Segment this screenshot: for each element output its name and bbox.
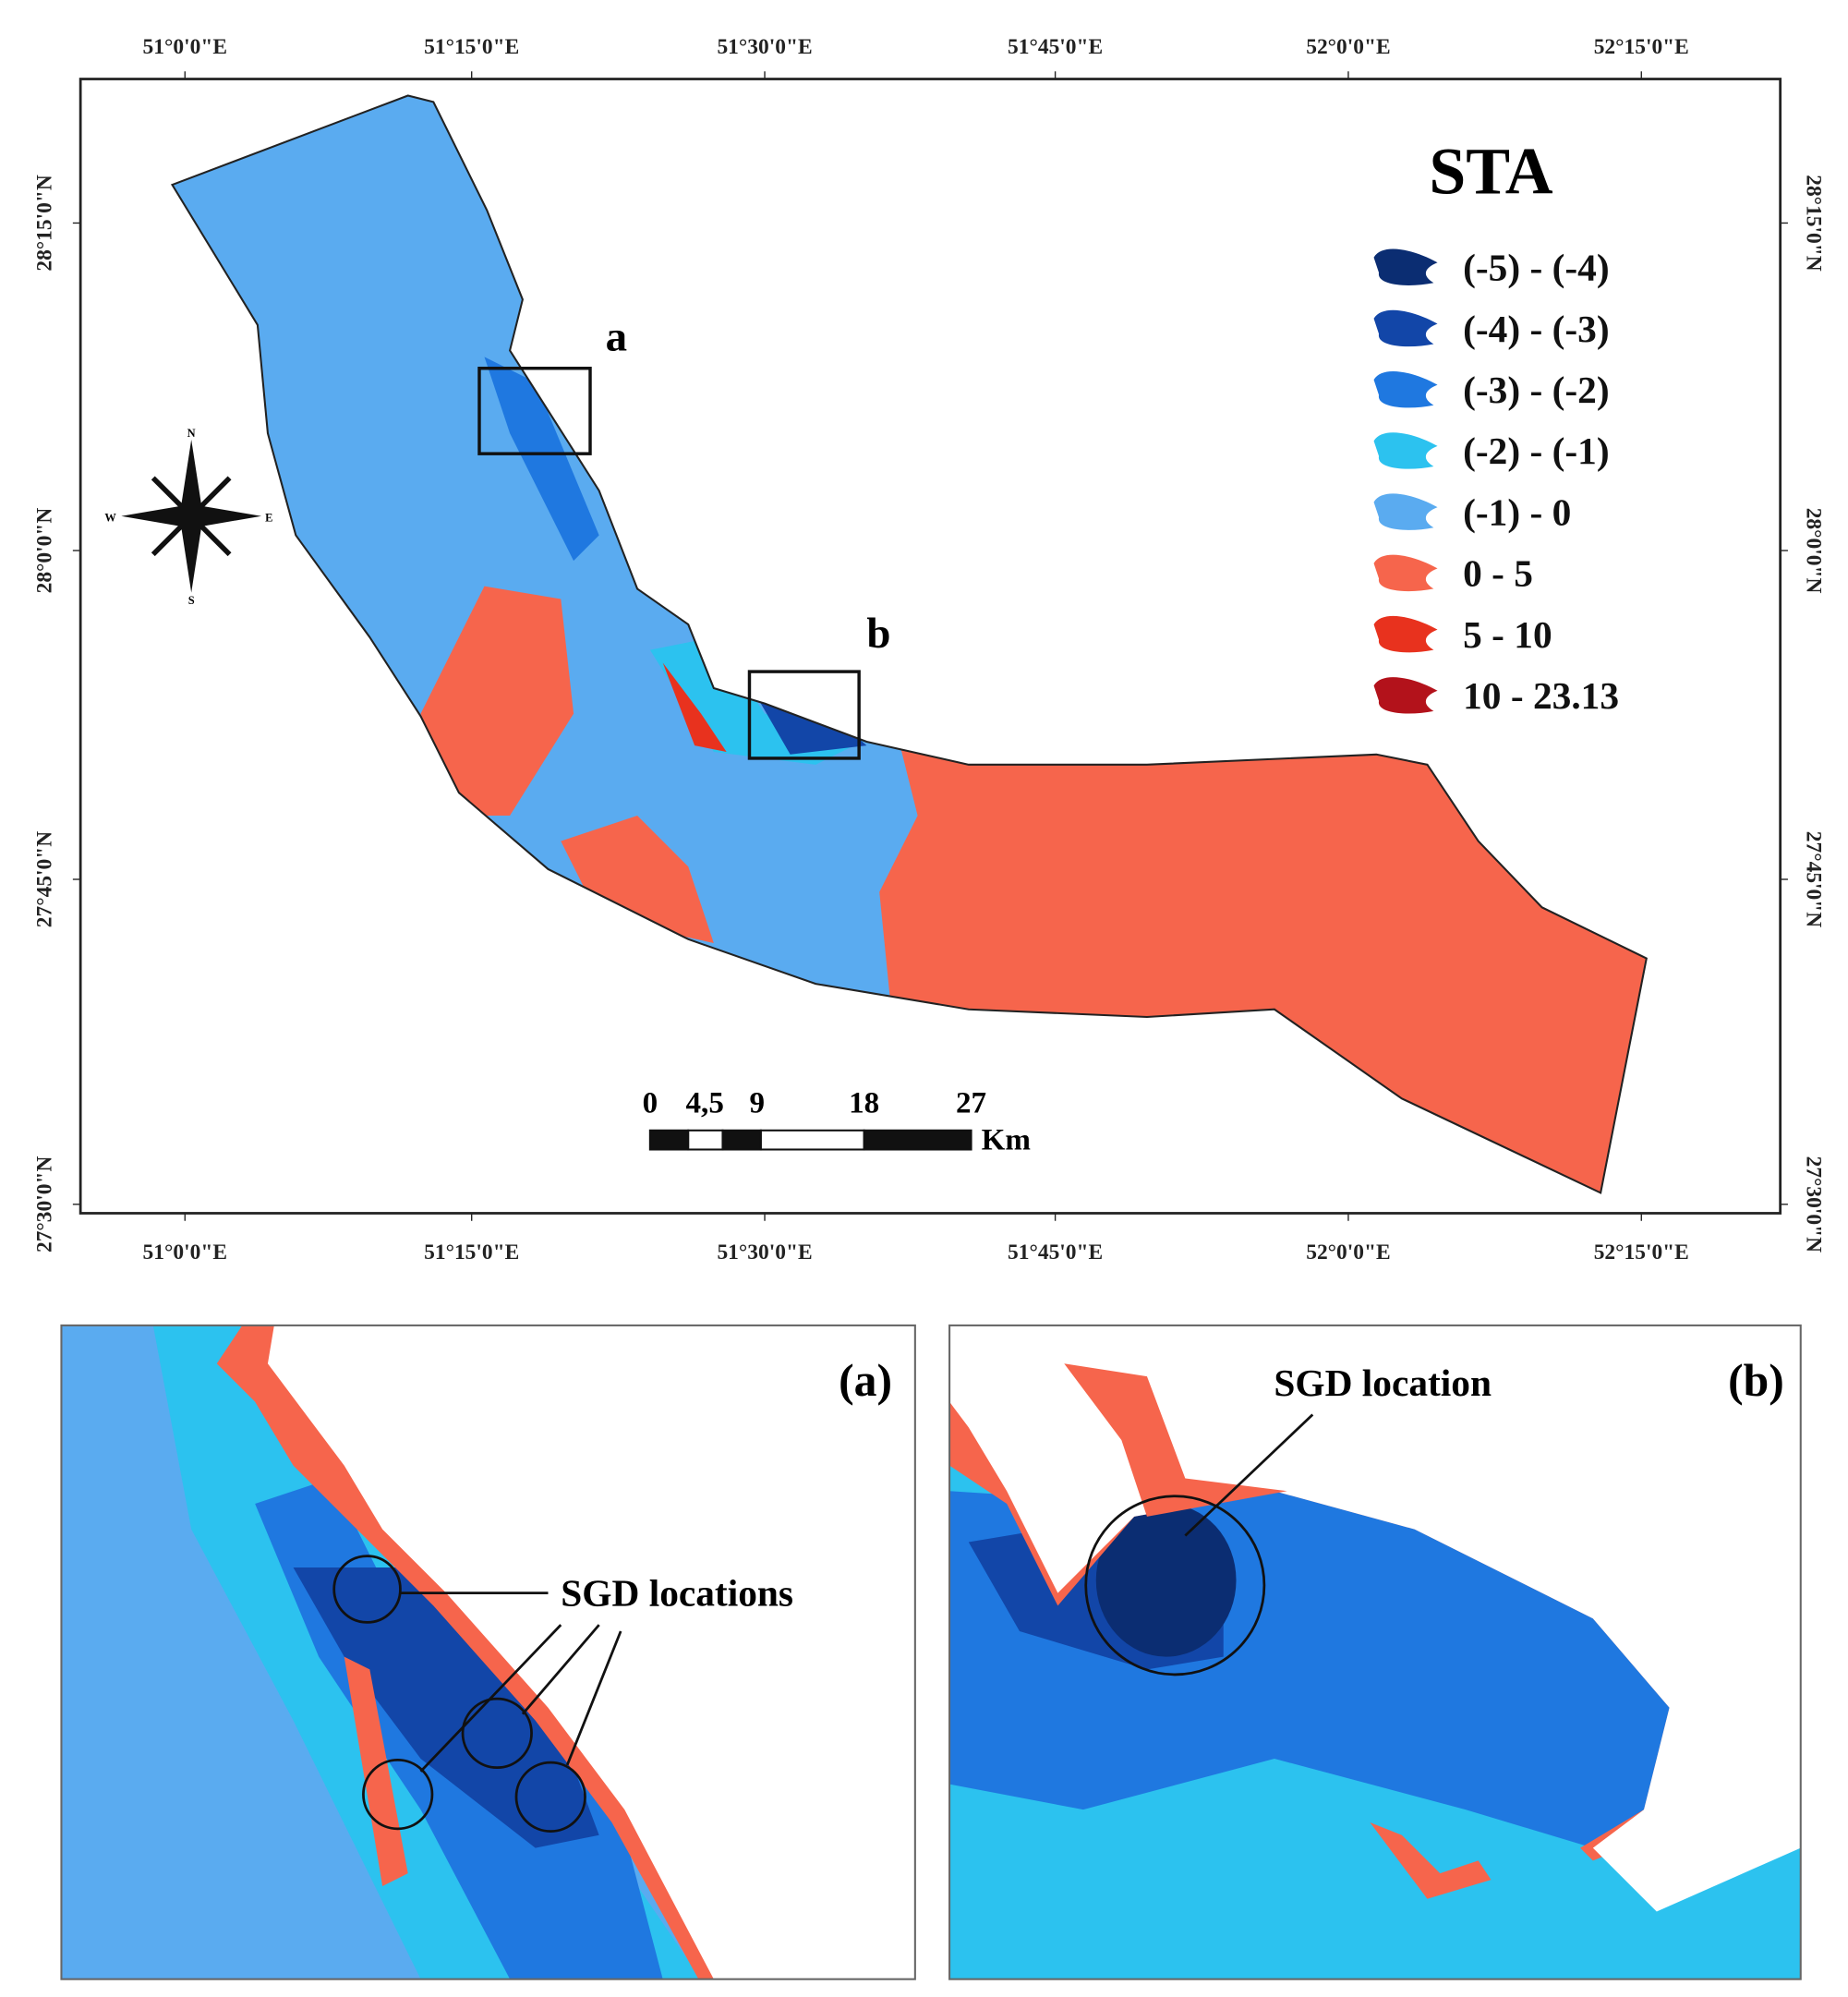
legend-swatch bbox=[1373, 615, 1438, 653]
scale-unit: Km bbox=[982, 1122, 1032, 1156]
longitude-label: 51°0'0"E bbox=[143, 35, 227, 59]
latitude-label: 28°15'0"N bbox=[1802, 175, 1826, 271]
latitude-label: 27°30'0"N bbox=[32, 1156, 56, 1253]
sgd-marker bbox=[1084, 1495, 1266, 1676]
legend-label: (-3) - (-2) bbox=[1463, 369, 1610, 412]
box-label: a bbox=[606, 312, 627, 360]
legend-label: (-5) - (-4) bbox=[1463, 247, 1610, 290]
inset-annotation: SGD location bbox=[1274, 1362, 1492, 1404]
longitude-label: 52°15'0"E bbox=[1594, 35, 1689, 59]
legend-swatch bbox=[1373, 432, 1438, 469]
legend-title: STA bbox=[1429, 135, 1552, 209]
legend-swatch bbox=[1373, 370, 1438, 408]
box-label: b bbox=[866, 610, 890, 658]
inset-frame bbox=[948, 1324, 1802, 1980]
compass-label: W bbox=[104, 511, 116, 524]
legend-swatch bbox=[1373, 493, 1438, 530]
inset-frame bbox=[60, 1324, 916, 1980]
sgd-markers bbox=[332, 1555, 622, 1834]
longitude-label: 51°0'0"E bbox=[143, 1241, 227, 1265]
longitude-label: 52°0'0"E bbox=[1306, 35, 1390, 59]
compass-label: S bbox=[188, 594, 195, 607]
legend-label: 0 - 5 bbox=[1463, 552, 1533, 595]
legend-swatch bbox=[1373, 309, 1438, 347]
legend-label: (-4) - (-3) bbox=[1463, 308, 1610, 351]
compass-label: E bbox=[265, 511, 272, 524]
longitude-label: 52°15'0"E bbox=[1594, 1241, 1689, 1265]
inset-b bbox=[949, 1325, 1801, 1979]
longitude-label: 51°45'0"E bbox=[1008, 35, 1103, 59]
longitude-label: 51°15'0"E bbox=[424, 1241, 519, 1265]
inset-annotation: SGD locations bbox=[561, 1571, 793, 1614]
region-outline bbox=[170, 94, 1648, 1194]
scale-label: 9 bbox=[749, 1085, 765, 1120]
legend-label: (-1) - 0 bbox=[1463, 490, 1571, 534]
latitude-label: 27°45'0"N bbox=[32, 831, 56, 927]
scale-label: 4,5 bbox=[685, 1085, 723, 1120]
scale-label: 27 bbox=[956, 1085, 986, 1120]
legend-swatch bbox=[1373, 554, 1438, 592]
sgd-pointer bbox=[1184, 1413, 1314, 1537]
inset-label: (b) bbox=[1728, 1355, 1784, 1406]
inset-box-a bbox=[477, 367, 592, 455]
legend-label: 5 - 10 bbox=[1463, 613, 1552, 656]
latitude-label: 27°30'0"N bbox=[1802, 1156, 1826, 1253]
longitude-label: 51°45'0"E bbox=[1008, 1241, 1103, 1265]
latitude-label: 27°45'0"N bbox=[1802, 831, 1826, 927]
inset-a bbox=[61, 1325, 915, 1979]
latitude-label: 28°0'0"N bbox=[1802, 508, 1826, 594]
longitude-label: 51°30'0"E bbox=[717, 1241, 812, 1265]
compass-label: N bbox=[187, 427, 196, 440]
longitude-label: 51°15'0"E bbox=[424, 35, 519, 59]
scale-bar bbox=[648, 1129, 972, 1151]
compass: N E S W bbox=[104, 427, 272, 607]
longitude-label: 52°0'0"E bbox=[1306, 1241, 1390, 1265]
scale-label: 0 bbox=[643, 1085, 658, 1120]
inset-label: (a) bbox=[839, 1355, 892, 1406]
inset-box-b bbox=[747, 670, 861, 760]
legend-label: 10 - 23.13 bbox=[1463, 674, 1619, 717]
scale-label: 18 bbox=[849, 1085, 879, 1120]
legend-swatch bbox=[1373, 248, 1438, 285]
latitude-label: 28°0'0"N bbox=[32, 508, 56, 594]
longitude-label: 51°30'0"E bbox=[717, 35, 812, 59]
latitude-label: 28°15'0"N bbox=[32, 175, 56, 271]
legend-swatch bbox=[1373, 677, 1438, 714]
legend-label: (-2) - (-1) bbox=[1463, 430, 1610, 473]
